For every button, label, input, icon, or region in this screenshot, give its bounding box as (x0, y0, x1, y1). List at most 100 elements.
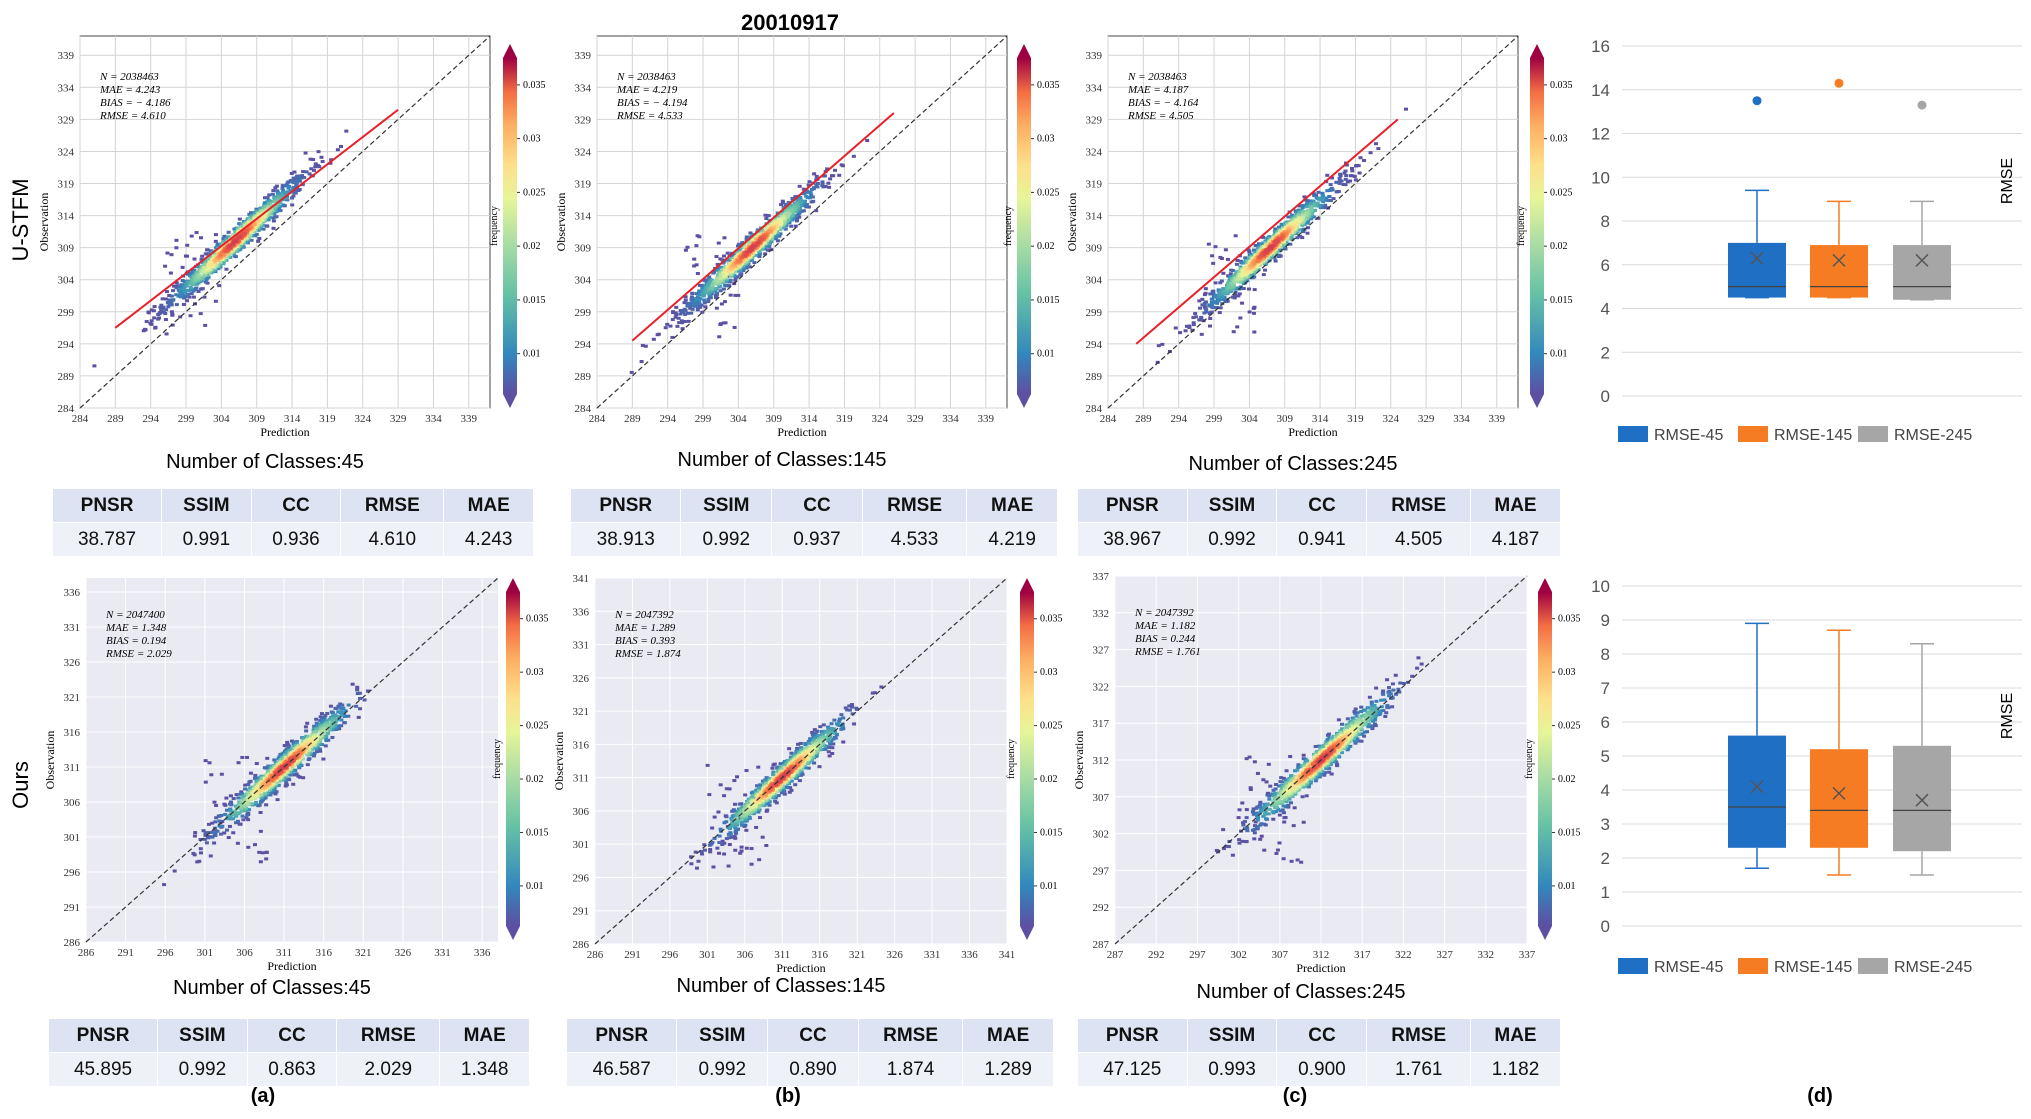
data-point (287, 749, 292, 753)
data-point (742, 813, 747, 817)
x-tick-label: 291 (117, 947, 134, 959)
data-point (294, 183, 299, 187)
data-point (820, 744, 825, 748)
data-point (232, 227, 237, 231)
data-point (1238, 316, 1243, 320)
data-point (789, 751, 794, 755)
data-point (309, 753, 314, 757)
data-point (724, 815, 729, 819)
scatter-panel-2: 284 289 294 299 304 309 314 319 324 329 334 3392842… (554, 35, 1060, 471)
colorbar-tick-label: 0.025 (526, 721, 549, 732)
data-point (730, 821, 735, 825)
data-point (163, 297, 168, 301)
data-point (217, 284, 222, 288)
data-point (765, 248, 770, 252)
colorbar-bottom-arrow (503, 394, 517, 408)
data-point (819, 736, 824, 740)
colorbar-bottom-arrow (1530, 394, 1544, 408)
data-point (225, 255, 230, 259)
data-point (728, 293, 733, 297)
data-point (1305, 231, 1310, 235)
data-point (1358, 156, 1363, 160)
data-point (255, 803, 260, 807)
data-point (728, 825, 733, 829)
data-point (264, 783, 269, 787)
data-point (304, 170, 309, 174)
data-point (219, 813, 224, 817)
data-point (718, 323, 723, 327)
data-point (1183, 329, 1188, 333)
data-point (268, 784, 273, 788)
data-point (1295, 224, 1300, 228)
data-point (206, 822, 211, 826)
data-point (222, 802, 227, 806)
data-point (1368, 151, 1373, 155)
data-point (305, 763, 310, 767)
data-point (311, 754, 316, 758)
data-point (1343, 183, 1348, 187)
data-point (1234, 262, 1239, 266)
data-point (248, 794, 253, 798)
data-point (339, 145, 344, 149)
data-point (823, 184, 828, 188)
data-point (254, 214, 259, 218)
data-point (238, 807, 243, 811)
data-point (270, 192, 275, 196)
data-point (240, 755, 245, 759)
data-point (718, 783, 723, 787)
data-point (272, 776, 277, 780)
y-tick-label: 334 (575, 82, 592, 94)
data-point (304, 729, 309, 733)
data-point (764, 227, 769, 231)
data-point (720, 842, 725, 846)
colorbar-tick-label: 0.03 (526, 667, 544, 678)
data-point (282, 744, 287, 748)
data-point (328, 161, 333, 165)
y-tick-label: 286 (573, 939, 590, 951)
y-tick-label: 329 (1086, 114, 1103, 126)
data-point (270, 789, 275, 793)
data-point (825, 167, 830, 171)
data-point (796, 212, 801, 216)
data-point (1252, 330, 1257, 334)
x-tick-label: 306 (737, 949, 754, 961)
data-point (754, 825, 759, 829)
data-point (301, 170, 306, 174)
data-point (735, 775, 740, 779)
data-point (820, 184, 825, 188)
data-point (236, 796, 241, 800)
data-point (769, 232, 774, 236)
data-point (223, 238, 228, 242)
data-point (717, 851, 722, 855)
data-point (279, 774, 284, 778)
data-point (716, 266, 721, 270)
data-point (262, 202, 267, 206)
data-point (710, 826, 715, 830)
data-point (679, 319, 684, 323)
data-point (324, 737, 329, 741)
data-point (163, 318, 168, 322)
data-point (819, 738, 824, 742)
data-point (178, 285, 183, 289)
stats-line: RMSE = 4.505 (1127, 110, 1194, 122)
data-point (799, 203, 804, 207)
data-point (241, 818, 246, 822)
data-point (296, 774, 301, 778)
data-point (739, 820, 744, 824)
data-point (746, 252, 751, 256)
data-point (686, 319, 691, 323)
x-tick-label: 331 (924, 949, 941, 961)
data-point (223, 248, 228, 252)
colorbar (506, 592, 520, 926)
data-point (714, 291, 719, 295)
data-point (294, 761, 299, 765)
data-point (203, 323, 208, 327)
data-point (706, 283, 711, 287)
data-point (1212, 299, 1217, 303)
data-point (796, 742, 801, 746)
data-point (261, 227, 266, 231)
y-tick-label: 326 (573, 673, 590, 685)
data-point (782, 214, 787, 218)
data-point (676, 316, 681, 320)
regression-line (114, 108, 399, 329)
